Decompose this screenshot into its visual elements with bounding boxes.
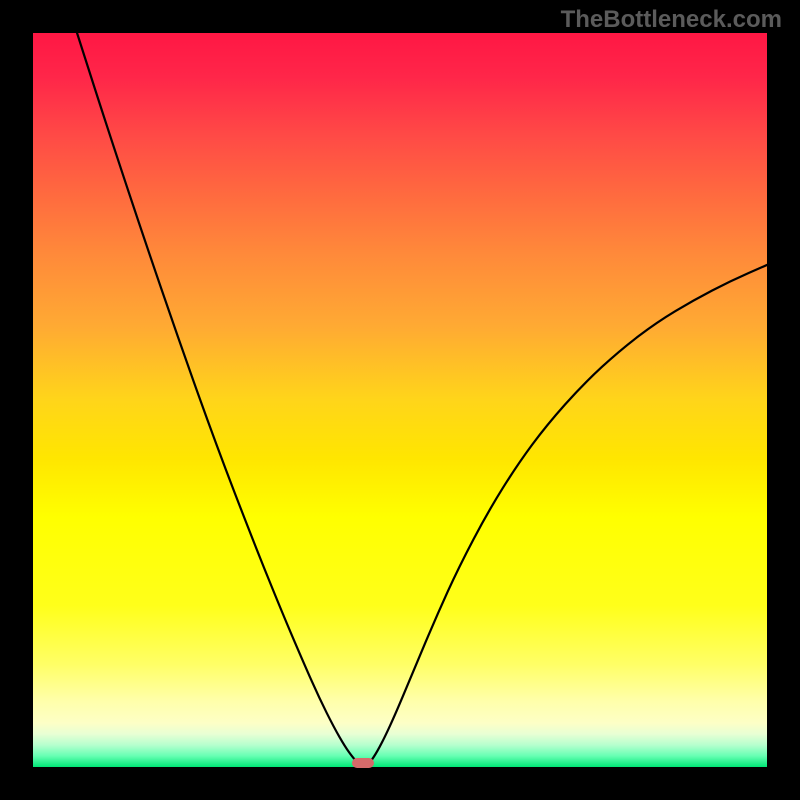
plot-area <box>33 33 767 767</box>
optimum-marker <box>352 758 374 768</box>
chart-container: TheBottleneck.com <box>0 0 800 800</box>
curve-path <box>77 33 767 766</box>
bottleneck-curve <box>33 33 767 767</box>
watermark-text: TheBottleneck.com <box>561 6 782 34</box>
